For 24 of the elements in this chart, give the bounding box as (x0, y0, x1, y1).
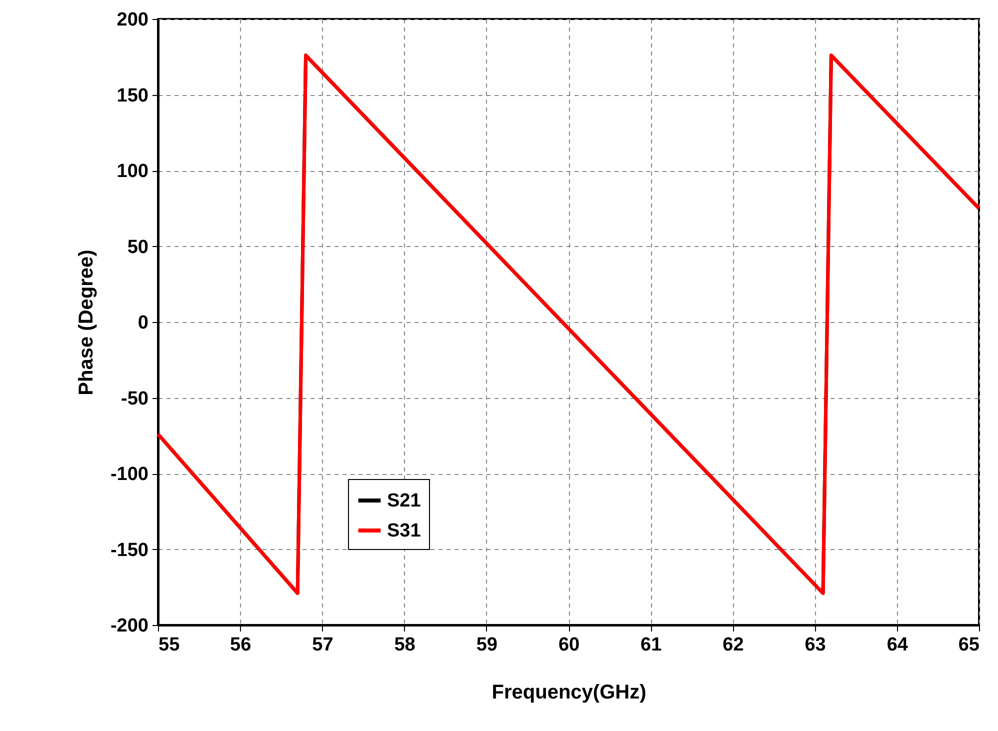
x-tick-label: 61 (640, 634, 662, 656)
x-tick-label: 65 (958, 634, 980, 656)
x-axis-title: Frequency(GHz) (492, 682, 646, 704)
x-tick-label: 64 (886, 634, 908, 656)
x-tick-label: 58 (394, 634, 416, 656)
x-tick-label: 55 (158, 634, 180, 656)
x-tick-label: 62 (722, 634, 744, 656)
x-tick-label: 59 (476, 634, 498, 656)
y-axis-title: Phase (Degree) (75, 250, 98, 396)
legend-label: S21 (387, 490, 422, 512)
y-tick-label: 50 (127, 236, 148, 258)
y-tick-label: -50 (121, 388, 148, 410)
y-tick-label: 100 (116, 161, 148, 182)
y-tick-label: 0 (138, 312, 148, 334)
y-tick-label: -200 (110, 616, 148, 636)
y-tick-label: 150 (116, 85, 148, 106)
y-tick-label: 200 (116, 10, 148, 30)
y-tick-label: -100 (110, 464, 148, 485)
x-tick-label: 56 (230, 634, 252, 656)
x-tick-label: 60 (558, 634, 580, 656)
x-tick-label: 63 (804, 634, 826, 656)
legend-label: S31 (387, 520, 422, 542)
x-tick-label: 57 (312, 634, 334, 656)
y-tick-label: -150 (110, 540, 148, 561)
